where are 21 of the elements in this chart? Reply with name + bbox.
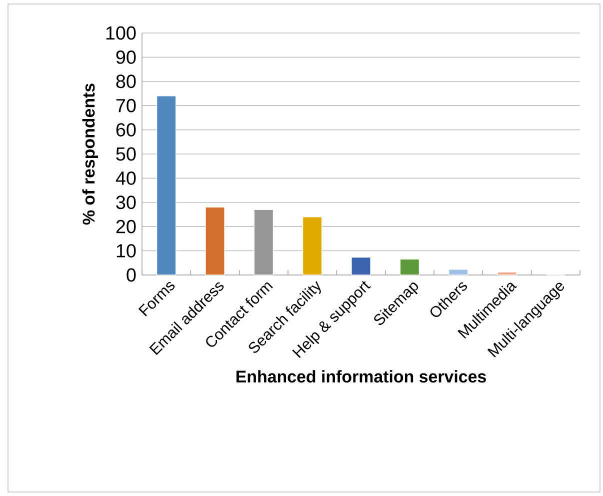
y-tick-label: 90 [116, 50, 136, 64]
y-tick-label: 40 [116, 171, 136, 185]
y-tick-label: 80 [116, 74, 136, 88]
y-axis-title: % of respondents [82, 84, 98, 225]
bar [156, 96, 176, 276]
x-axis-title: Enhanced information services [236, 370, 486, 383]
bar [302, 216, 322, 276]
bar [400, 258, 420, 276]
y-tick-label: 20 [116, 220, 136, 234]
y-tick-label: 100 [106, 26, 136, 40]
bar [497, 272, 517, 276]
bar [448, 269, 468, 276]
y-tick-label: 10 [116, 244, 136, 258]
y-tick-label: 0 [126, 268, 136, 282]
bar [351, 257, 371, 276]
y-tick-label: 70 [116, 98, 136, 112]
y-tick-label: 50 [116, 147, 136, 161]
y-tick-label: 30 [116, 196, 136, 210]
bar [254, 209, 274, 276]
bar [205, 206, 225, 276]
y-tick-label: 60 [116, 123, 136, 136]
